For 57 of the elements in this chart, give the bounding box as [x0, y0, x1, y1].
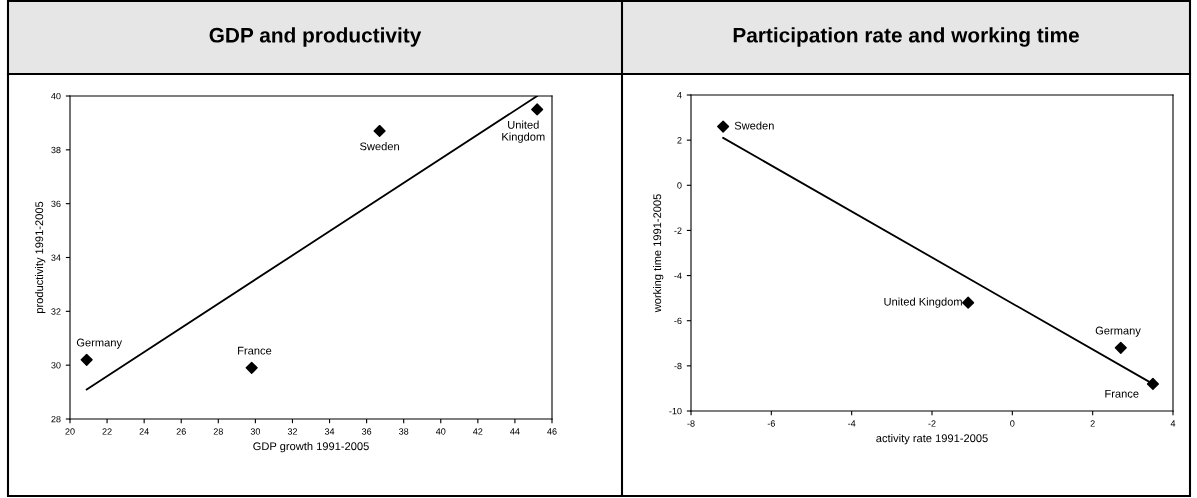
x-tick-label: 42	[473, 428, 483, 435]
y-tick-label: -10	[669, 407, 682, 415]
point	[962, 296, 975, 309]
annotation: France	[238, 346, 272, 355]
point	[80, 353, 93, 366]
y-axis-title: productivity 1991-2005	[35, 201, 46, 313]
y-tick-label: 30	[51, 362, 61, 369]
point	[245, 361, 258, 374]
x-axis-title: GDP growth 1991-2005	[253, 442, 369, 453]
point	[531, 103, 544, 116]
x-tick-label: 36	[361, 428, 372, 435]
y-tick-label: 34	[51, 254, 61, 261]
y-tick-label: 40	[51, 92, 61, 100]
point	[373, 124, 386, 138]
x-tick-label: 28	[213, 428, 223, 435]
x-tick-label: 40	[435, 428, 446, 435]
x-tick-label: 2	[1090, 420, 1095, 427]
x-tick-label: 30	[250, 428, 261, 435]
x-tick-label: 22	[102, 428, 112, 435]
point	[717, 120, 730, 133]
annotation: Sweden	[734, 121, 774, 130]
x-tick-label: 20	[65, 428, 75, 435]
x-tick-label: -2	[928, 420, 936, 427]
y-tick-label: 2	[677, 137, 682, 144]
y-axis-title: working time 1991-2005	[653, 194, 664, 313]
y-tick-label: -2	[674, 227, 682, 234]
y-tick-label: 38	[51, 146, 61, 154]
x-tick-label: 32	[287, 428, 298, 435]
x-axis-title: activity rate 1991-2005	[876, 434, 988, 445]
x-tick-label: 38	[399, 428, 409, 435]
annotation: Germany	[76, 338, 123, 349]
x-tick-label: 34	[324, 428, 335, 435]
annotation: Sweden	[360, 142, 399, 151]
point	[1146, 377, 1159, 390]
x-tick-label: 46	[547, 428, 557, 435]
annotation: United Kingdom	[502, 120, 545, 143]
annotation: United Kingdom	[884, 297, 962, 308]
annotation: Germany	[1095, 326, 1141, 337]
annotation: France	[1105, 389, 1139, 398]
x-tick-label: -6	[767, 420, 775, 427]
x-tick-label: 24	[139, 428, 149, 435]
x-tick-label: 0	[1010, 420, 1015, 427]
y-tick-label: -6	[674, 317, 682, 325]
y-tick-label: -8	[674, 362, 682, 370]
x-tick-label: 26	[176, 428, 186, 435]
y-tick-label: 32	[51, 308, 61, 315]
x-tick-label: -4	[848, 420, 856, 427]
x-tick-label: -8	[687, 420, 695, 427]
y-tick-label: 0	[677, 182, 682, 189]
chart-title: Participation rate and working time	[733, 27, 1079, 47]
y-tick-label: 4	[677, 92, 682, 99]
x-tick-label: 44	[510, 428, 520, 435]
x-tick-label: 4	[1170, 420, 1176, 427]
chart-title: GDP and productivity	[209, 27, 422, 47]
y-tick-label: -4	[674, 272, 682, 279]
y-tick-label: 36	[51, 200, 61, 208]
point	[1114, 341, 1127, 354]
